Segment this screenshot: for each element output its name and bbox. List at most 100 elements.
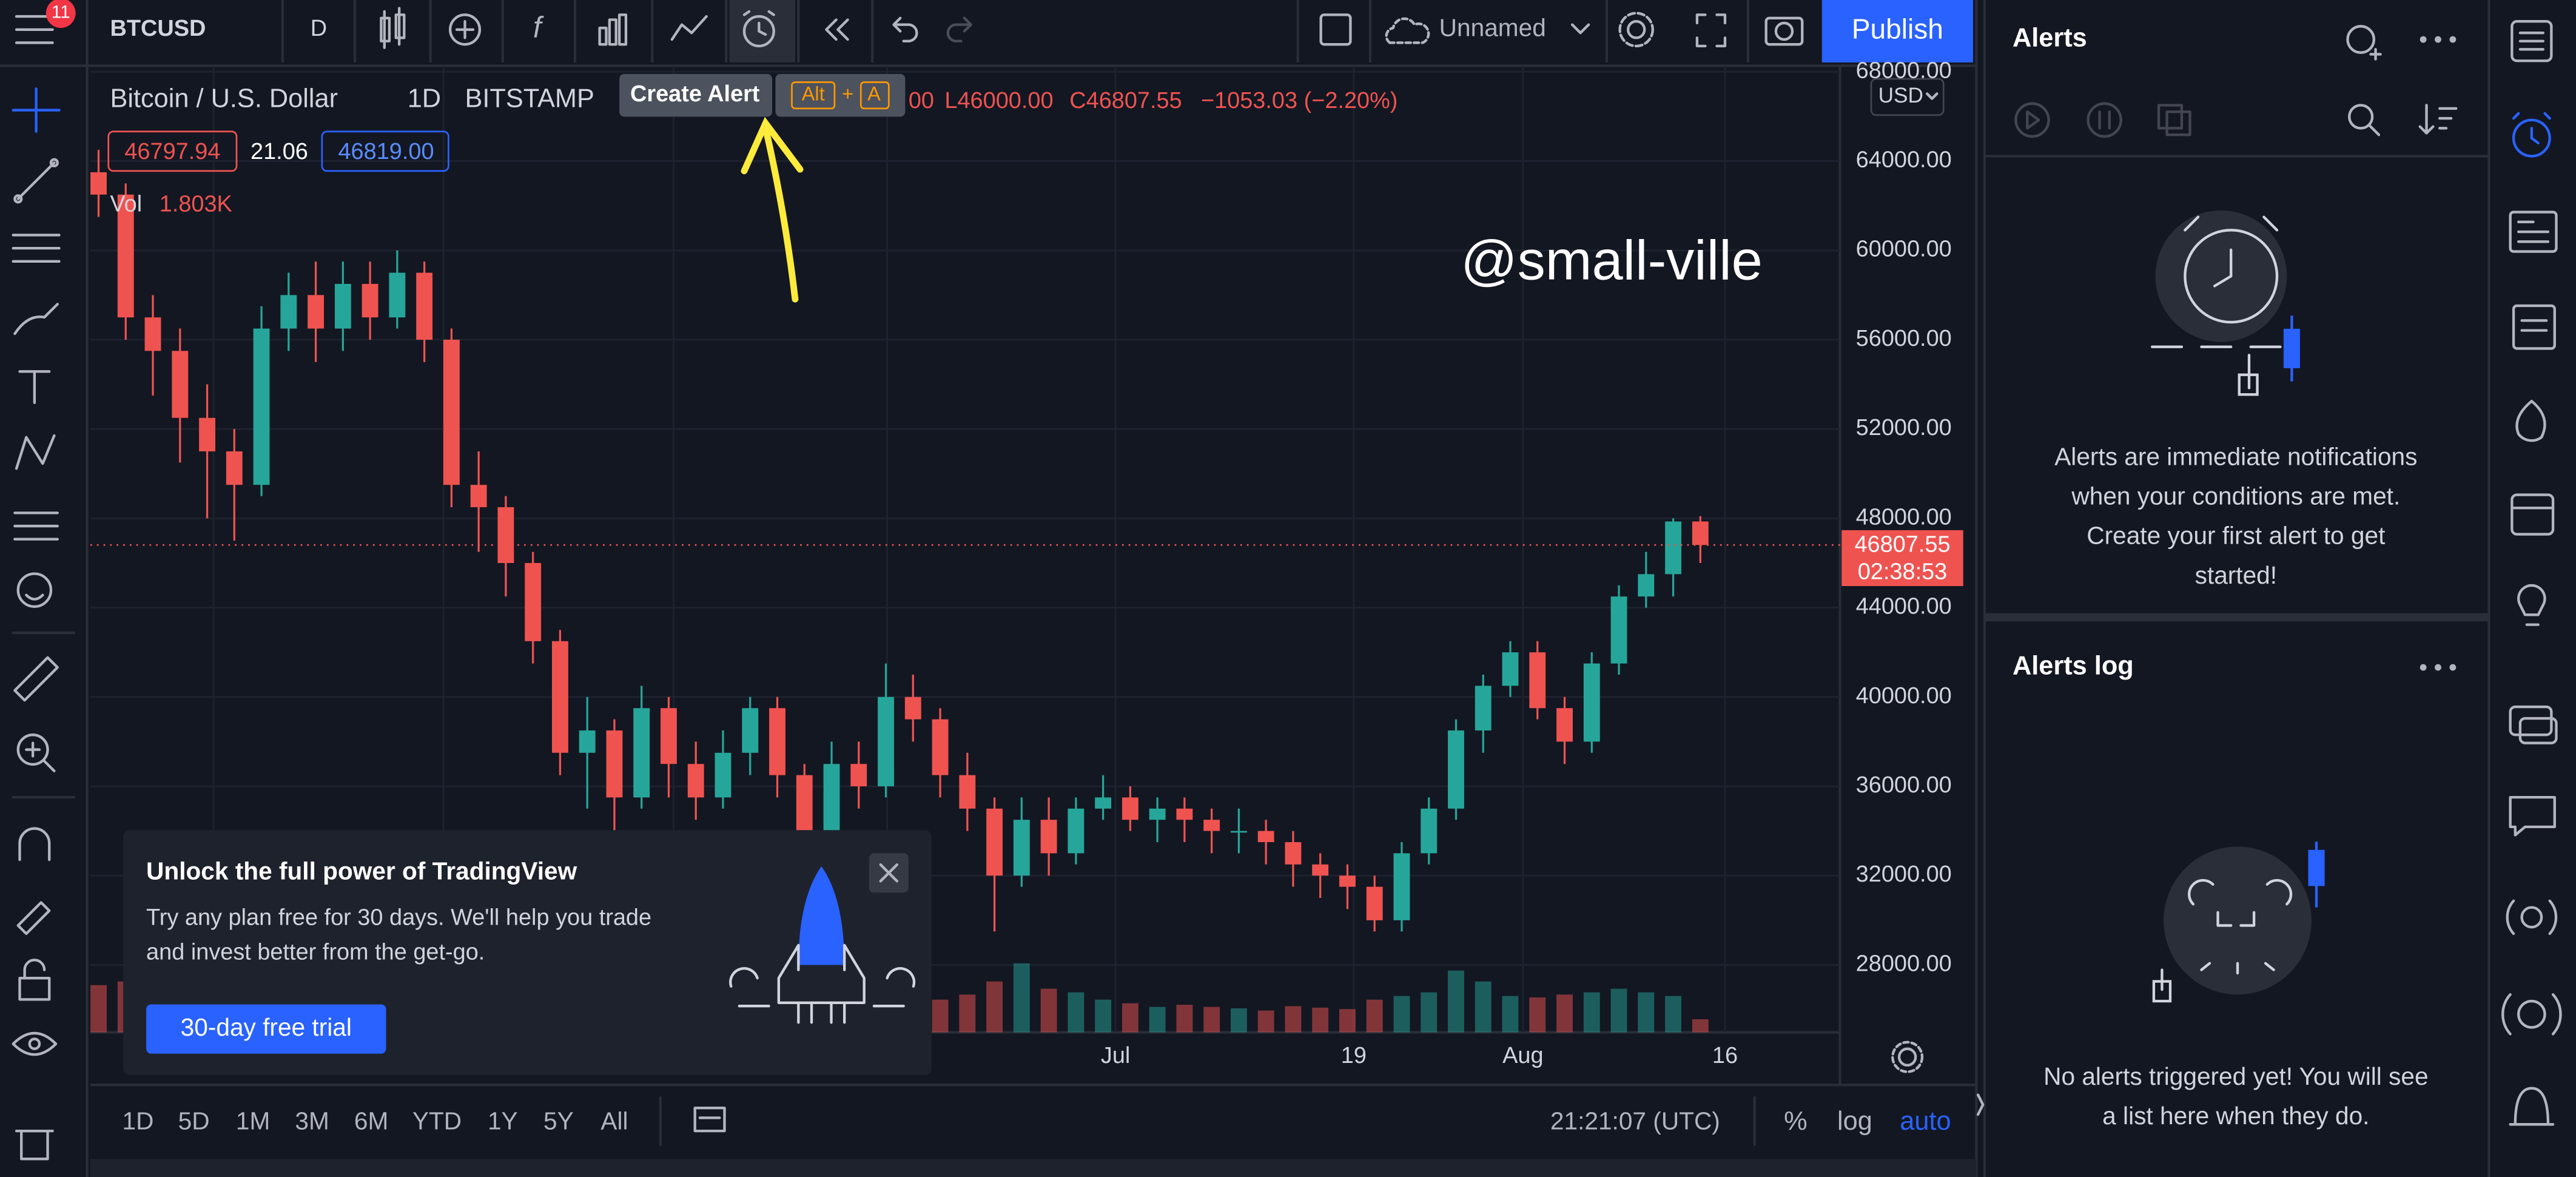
undo-button[interactable]: [892, 16, 918, 42]
magnet-tool[interactable]: [18, 827, 51, 862]
alerts-empty-text: when your conditions are met.: [2071, 482, 2400, 510]
currency[interactable]: USD: [1878, 84, 1923, 107]
ideas-button[interactable]: [2512, 304, 2556, 350]
dropdown-arrow[interactable]: [1925, 92, 1939, 100]
ask-box[interactable]: [321, 130, 449, 172]
log-toggle[interactable]: log: [1837, 1107, 1872, 1136]
layout-name[interactable]: Unnamed: [1439, 14, 1546, 42]
percent-toggle[interactable]: %: [1784, 1107, 1808, 1136]
candle-body: [362, 283, 378, 318]
range-button[interactable]: 5D: [178, 1107, 210, 1135]
delete-tool[interactable]: [15, 1129, 54, 1161]
notifications-button[interactable]: [2509, 1087, 2555, 1126]
candle-body: [606, 730, 623, 798]
ideas-stream-button[interactable]: [2517, 584, 2546, 626]
range-button[interactable]: 1D: [123, 1107, 154, 1135]
prediction-tool[interactable]: [13, 511, 59, 541]
auto-toggle[interactable]: auto: [1900, 1107, 1951, 1136]
create-alert-button[interactable]: [742, 10, 775, 48]
range-button[interactable]: 1Y: [488, 1107, 518, 1135]
candle-body: [172, 351, 189, 418]
alerts-button[interactable]: [2512, 112, 2551, 158]
range-button[interactable]: 6M: [354, 1107, 388, 1135]
bid[interactable]: 46797.94: [124, 139, 220, 164]
candle-body: [199, 417, 215, 451]
broadcast-button[interactable]: [2501, 993, 2562, 1036]
calendar-button[interactable]: [2510, 493, 2555, 536]
promo-text: and invest better from the get-go.: [146, 940, 485, 965]
volume-bar: [1502, 996, 1519, 1033]
hotlists-button[interactable]: [2515, 399, 2546, 442]
candle-body: [253, 328, 270, 485]
candle-body: [497, 507, 514, 563]
news-button[interactable]: [2509, 211, 2558, 253]
trial-button[interactable]: [146, 1004, 386, 1054]
ask[interactable]: 46819.00: [338, 139, 434, 164]
templates-button[interactable]: [670, 15, 708, 41]
lock-tool[interactable]: [18, 959, 51, 1001]
range-button[interactable]: All: [600, 1107, 628, 1135]
interval[interactable]: D: [311, 16, 327, 41]
settings-button[interactable]: [1618, 12, 1654, 48]
messages-button[interactable]: [2509, 795, 2556, 837]
candle-body: [1393, 853, 1410, 920]
range-button[interactable]: YTD: [412, 1107, 462, 1135]
streams-button[interactable]: [2506, 899, 2558, 936]
sort-button[interactable]: [2418, 104, 2458, 135]
range-button[interactable]: 1M: [236, 1107, 270, 1135]
badge: [45, 0, 76, 29]
replay-button[interactable]: [825, 18, 849, 41]
chart-exchange: BITSTAMP: [465, 84, 594, 113]
cloud-icon: [1385, 17, 1430, 44]
currency-button[interactable]: [1870, 78, 1945, 116]
ruler-tool[interactable]: [13, 656, 59, 702]
candle-body: [308, 295, 325, 329]
bid-box[interactable]: [107, 130, 238, 172]
search-button[interactable]: [2348, 104, 2381, 137]
top-bar: 11 BTCUSD D f Unnamed Publish: [15, 0, 1973, 62]
redo-button[interactable]: [946, 16, 972, 42]
pattern-tool[interactable]: [15, 434, 56, 470]
watchlist-button[interactable]: [2510, 20, 2553, 62]
stay-drawing-tool[interactable]: [16, 901, 51, 936]
hide-tool[interactable]: [12, 1031, 58, 1056]
trendline-tool[interactable]: [13, 158, 59, 204]
trial-button-label[interactable]: 30-day free trial: [181, 1013, 352, 1041]
icons-tool[interactable]: [16, 572, 53, 608]
tooltip-label: Create Alert: [630, 81, 760, 107]
candle-body: [117, 194, 134, 318]
volume-bar: [1149, 1007, 1166, 1033]
text-tool[interactable]: [18, 370, 51, 404]
symbol[interactable]: BTCUSD: [110, 16, 206, 41]
alert-button-hover: [729, 0, 795, 62]
close-icon[interactable]: [879, 863, 899, 883]
publish-label[interactable]: Publish: [1852, 13, 1943, 45]
menu-button[interactable]: 11: [15, 0, 76, 44]
chart-type-button[interactable]: [380, 7, 406, 49]
zoom-tool[interactable]: [16, 733, 56, 772]
range-button[interactable]: 3M: [295, 1107, 329, 1135]
date-range-button[interactable]: [693, 1107, 726, 1133]
brush-tool[interactable]: [13, 303, 59, 336]
crosshair-tool[interactable]: [12, 87, 61, 133]
range-button[interactable]: 5Y: [543, 1107, 574, 1135]
layout-button[interactable]: [1319, 13, 1352, 46]
compare-button[interactable]: [448, 13, 482, 46]
candle-body: [144, 317, 161, 351]
collapse-handle[interactable]: [1976, 1093, 1985, 1116]
add-alert-button[interactable]: [2346, 25, 2382, 61]
dropdown-arrow[interactable]: [1570, 23, 1590, 35]
candle-body: [959, 775, 976, 809]
publish-button[interactable]: [1821, 0, 1973, 62]
candle-body: [1610, 596, 1627, 664]
snapshot-button[interactable]: [1764, 16, 1804, 46]
indicators-button[interactable]: f: [533, 12, 544, 44]
financials-button[interactable]: [598, 13, 628, 46]
fib-tool[interactable]: [12, 234, 61, 263]
fullscreen-button[interactable]: [1695, 13, 1727, 48]
more-button[interactable]: [2420, 36, 2457, 43]
chat-button[interactable]: [2509, 705, 2558, 744]
shortcut-key: +: [842, 83, 853, 105]
axis-settings[interactable]: [1891, 1040, 1924, 1073]
more-button[interactable]: [2420, 664, 2457, 671]
